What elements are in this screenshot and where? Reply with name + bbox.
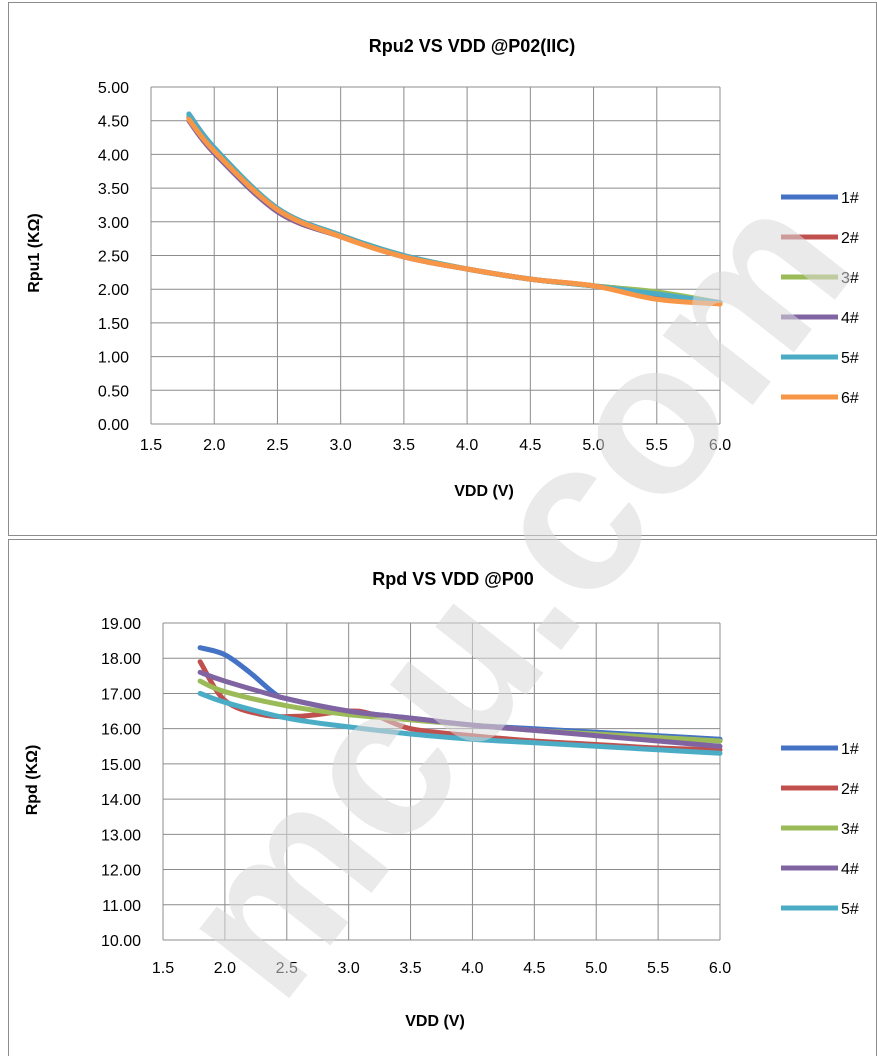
rpd-vs-vdd-chart: Rpd VS VDD @P00 VDD (V) Rpd (KΩ) 1.5 2.0 2… (24, 569, 859, 1030)
legend: 1# 2# 3# 4# 5# 6# (781, 190, 859, 407)
y-tick-label: 0.00 (98, 417, 129, 434)
x-tick-label: 6.0 (709, 437, 731, 454)
x-tick-label: 6.0 (709, 960, 731, 977)
legend-label: 3# (841, 821, 859, 838)
y-tick-label: 1.50 (98, 316, 129, 333)
x-tick-label: 2.5 (276, 960, 298, 977)
y-tick-label: 15.00 (101, 757, 141, 774)
series-line-4 (197, 669, 723, 749)
series-line-6 (186, 116, 723, 307)
legend-label: 2# (841, 230, 859, 247)
y-tick-label: 11.00 (102, 898, 141, 915)
x-tick-label: 5.5 (646, 437, 668, 454)
series-line-5 (197, 690, 723, 756)
x-tick-label: 4.0 (456, 437, 478, 454)
y-tick-label: 12.00 (101, 863, 141, 880)
series-line-3 (197, 678, 723, 744)
y-tick-label: 19.00 (101, 616, 141, 633)
legend-label: 5# (841, 350, 859, 367)
y-tick-label: 0.50 (98, 383, 129, 400)
x-tick-label: 3.5 (393, 437, 415, 454)
y-tick-label: 16.00 (101, 722, 141, 739)
y-tick-label: 3.50 (98, 181, 129, 198)
x-tick-label: 3.0 (338, 960, 360, 977)
y-tick-label: 4.00 (98, 147, 129, 164)
x-tick-label: 2.5 (266, 437, 288, 454)
legend-label: 2# (841, 781, 859, 798)
y-tick-label: 10.00 (101, 933, 141, 950)
x-tick-label: 5.0 (585, 960, 607, 977)
y-tick-label: 4.50 (98, 114, 129, 131)
x-axis-label: VDD (V) (454, 483, 514, 500)
x-tick-label: 4.5 (519, 437, 541, 454)
x-tick-label: 4.0 (461, 960, 483, 977)
y-tick-label: 1.00 (98, 350, 129, 367)
y-tick-label: 5.00 (98, 80, 129, 97)
plot-area: 1.5 2.0 2.5 3.0 3.5 4.0 4.5 5.0 5.5 6.0 0.00 0.50 1.… (98, 80, 731, 454)
chart-panel-rpu2: Rpu2 VS VDD @P02(IIC) VDD (V) Rpu1 (KΩ) … (8, 2, 877, 536)
x-tick-label: 4.5 (523, 960, 545, 977)
legend-label: 1# (841, 190, 859, 207)
x-tick-label: 5.0 (582, 437, 604, 454)
y-tick-label: 18.00 (101, 651, 141, 668)
x-tick-label: 3.0 (330, 437, 352, 454)
y-tick-label: 2.50 (98, 249, 129, 266)
x-tick-label: 1.5 (152, 960, 174, 977)
x-tick-label: 3.5 (399, 960, 421, 977)
chart-title: Rpu2 VS VDD @P02(IIC) (369, 36, 576, 56)
x-axis-label: VDD (V) (405, 1013, 465, 1030)
series-line-2 (186, 114, 723, 306)
plot-area: 1.5 2.0 2.5 3.0 3.5 4.0 4.5 5.0 5.5 6.0 10.00 11.00… (101, 616, 731, 977)
y-tick-label: 3.00 (98, 215, 129, 232)
chart-title: Rpd VS VDD @P00 (372, 569, 534, 589)
x-tick-label: 5.5 (647, 960, 669, 977)
x-tick-label: 2.0 (214, 960, 236, 977)
y-tick-label: 13.00 (101, 827, 141, 844)
x-tick-label: 2.0 (203, 437, 225, 454)
legend-label: 5# (841, 901, 859, 918)
rpu2-vs-vdd-chart: Rpu2 VS VDD @P02(IIC) VDD (V) Rpu1 (KΩ) … (26, 36, 859, 500)
y-axis-label: Rpu1 (KΩ) (26, 213, 43, 292)
y-axis-label: Rpd (KΩ) (24, 745, 41, 816)
legend-label: 3# (841, 270, 859, 287)
legend: 1# 2# 3# 4# 5# (781, 741, 859, 918)
chart-panel-rpd: Rpd VS VDD @P00 VDD (V) Rpd (KΩ) 1.5 2.0 2… (8, 539, 877, 1056)
y-tick-label: 17.00 (101, 686, 141, 703)
y-tick-label: 14.00 (101, 792, 141, 809)
series-line-4 (186, 118, 723, 306)
x-tick-label: 1.5 (140, 437, 162, 454)
legend-label: 4# (841, 861, 859, 878)
legend-label: 1# (841, 741, 859, 758)
y-tick-label: 2.00 (98, 282, 129, 299)
series-line-3 (186, 112, 723, 306)
legend-label: 6# (841, 390, 859, 407)
legend-label: 4# (841, 310, 859, 327)
